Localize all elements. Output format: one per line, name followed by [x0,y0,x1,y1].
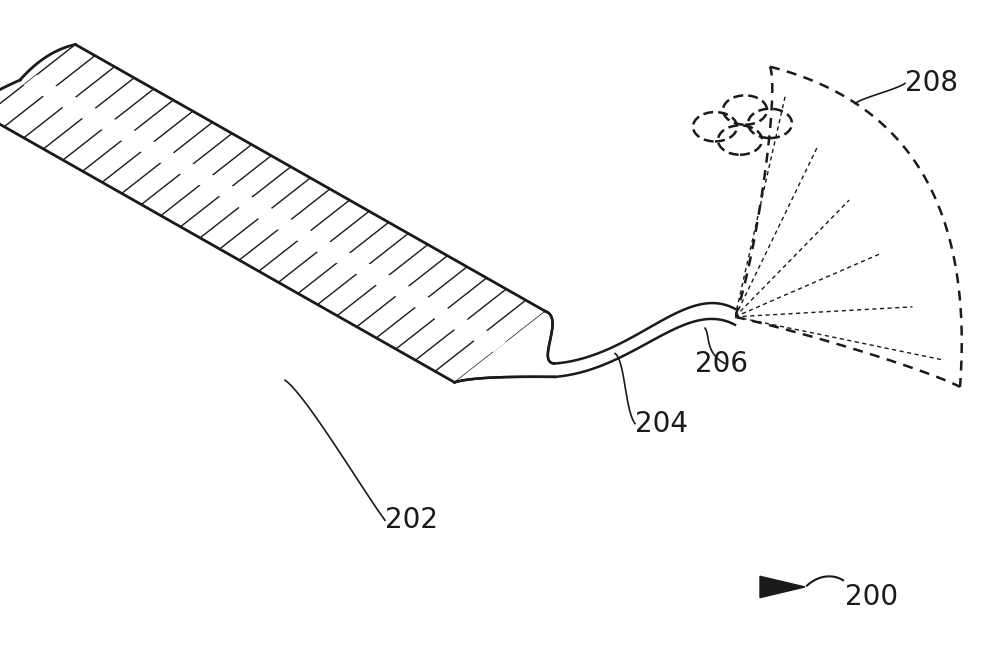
Polygon shape [455,311,555,382]
Polygon shape [555,303,735,377]
Text: 208: 208 [905,69,958,97]
Text: 204: 204 [635,410,688,438]
Text: 202: 202 [385,506,438,534]
Text: 200: 200 [845,583,898,611]
Polygon shape [760,576,805,598]
Polygon shape [24,75,506,352]
Text: 206: 206 [695,350,748,378]
Polygon shape [0,45,545,382]
